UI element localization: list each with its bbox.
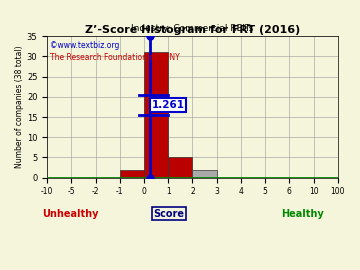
Y-axis label: Number of companies (38 total): Number of companies (38 total) <box>15 46 24 168</box>
Bar <box>168 157 193 178</box>
Title: Z’-Score Histogram for FRT (2016): Z’-Score Histogram for FRT (2016) <box>85 25 300 35</box>
Text: Score: Score <box>154 209 185 219</box>
Text: Unhealthy: Unhealthy <box>42 209 99 219</box>
Text: ©www.textbiz.org: ©www.textbiz.org <box>50 40 120 49</box>
Text: Industry: Commercial REITs: Industry: Commercial REITs <box>131 24 254 33</box>
Text: Healthy: Healthy <box>282 209 324 219</box>
Bar <box>120 170 144 178</box>
Bar <box>193 170 217 178</box>
Text: The Research Foundation of SUNY: The Research Foundation of SUNY <box>50 53 180 62</box>
Bar <box>144 52 168 178</box>
Text: 1.261: 1.261 <box>152 100 185 110</box>
